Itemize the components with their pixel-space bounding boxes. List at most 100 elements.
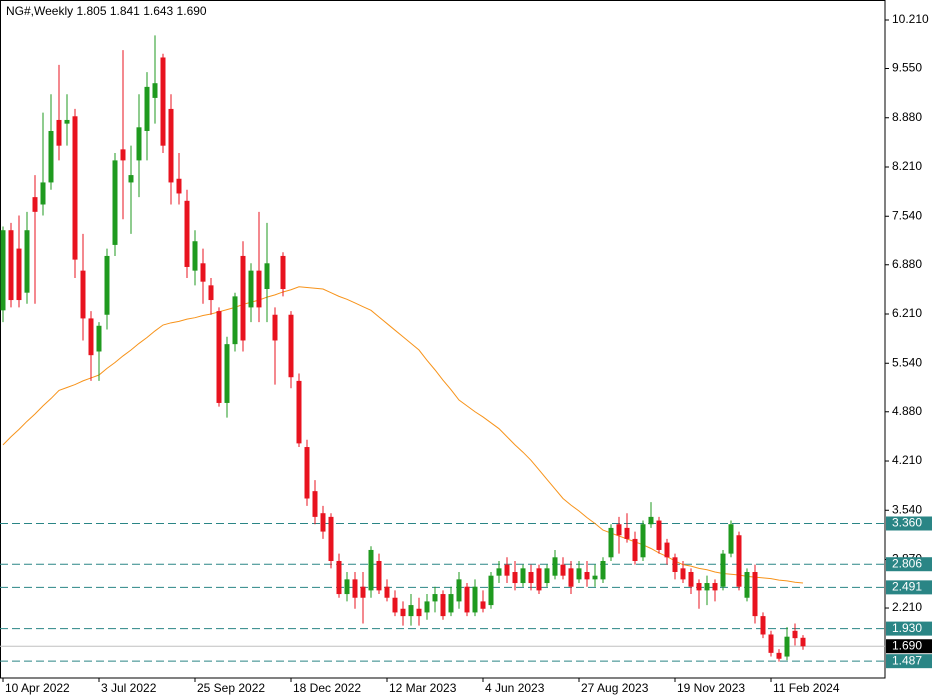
candle-body xyxy=(32,197,38,212)
candle-body xyxy=(72,116,78,260)
candle-body xyxy=(728,524,734,554)
x-tick-label: 4 Jun 2023 xyxy=(485,681,545,695)
candle-body xyxy=(304,447,310,499)
candle-body xyxy=(512,572,518,584)
candle-body xyxy=(344,579,350,595)
candle-body xyxy=(752,572,758,617)
moving-average xyxy=(2,286,804,584)
chart-title: NG#,Weekly 1.805 1.841 1.643 1.690 xyxy=(6,4,207,18)
candle-body xyxy=(176,178,182,194)
candle-body xyxy=(496,568,502,576)
candle-body xyxy=(424,601,430,613)
candle-body xyxy=(272,314,278,341)
y-tick-label: 6.210 xyxy=(892,306,922,320)
candle-body xyxy=(456,579,462,602)
candle-body xyxy=(776,652,782,659)
candle-body xyxy=(264,263,270,290)
candle-body xyxy=(40,182,46,205)
candle-body xyxy=(184,200,190,267)
y-tick-label: 10.210 xyxy=(892,12,929,26)
candle-body xyxy=(0,230,6,311)
candle-body xyxy=(104,255,110,315)
candle-body xyxy=(88,318,94,356)
y-tick-label: 5.540 xyxy=(892,355,922,369)
candle-body xyxy=(480,601,486,609)
candle-body xyxy=(80,270,86,319)
candle-body xyxy=(296,380,302,444)
candle-body xyxy=(696,583,702,591)
level-label: 1.930 xyxy=(892,621,922,635)
candle-body xyxy=(408,605,414,617)
candle-body xyxy=(504,564,510,576)
level-label: 3.360 xyxy=(892,516,922,530)
candle-body xyxy=(312,491,318,517)
candle-body xyxy=(608,527,614,558)
y-tick-label: 4.210 xyxy=(892,453,922,467)
current-price-label: 1.690 xyxy=(892,638,922,652)
y-tick-label: 2.210 xyxy=(892,600,922,614)
candle-body xyxy=(552,557,558,576)
candle-body xyxy=(712,583,718,591)
candle-body xyxy=(200,263,206,282)
y-tick-label: 4.880 xyxy=(892,404,922,418)
candle-body xyxy=(680,568,686,580)
candle-body xyxy=(432,594,438,602)
candle-body xyxy=(96,325,102,352)
candle-body xyxy=(376,560,382,591)
candle-body xyxy=(648,516,654,525)
candle-body xyxy=(464,586,470,613)
y-tick-label: 7.540 xyxy=(892,208,922,222)
x-tick-label: 18 Dec 2022 xyxy=(293,681,361,695)
candle-body xyxy=(368,549,374,591)
candle-body xyxy=(584,572,590,580)
candle-body xyxy=(600,560,606,580)
candle-body xyxy=(672,557,678,573)
candle-body xyxy=(472,586,478,613)
y-tick-label: 6.880 xyxy=(892,257,922,271)
candle-body xyxy=(576,568,582,580)
current-price-box xyxy=(886,639,932,654)
candle-body xyxy=(152,83,158,98)
x-tick-label: 11 Feb 2024 xyxy=(773,681,840,695)
candle-body xyxy=(760,616,766,635)
candle-body xyxy=(112,160,118,245)
candle-body xyxy=(208,285,214,301)
candle-body xyxy=(520,568,526,584)
candle-body xyxy=(568,568,574,587)
y-tick-label: 3.540 xyxy=(892,502,922,516)
candle-body xyxy=(448,594,454,613)
candle-body xyxy=(256,270,262,308)
candle-body xyxy=(8,230,14,301)
candle-body xyxy=(536,568,542,591)
candle-body xyxy=(240,255,246,341)
candle-body xyxy=(632,538,638,561)
candle-body xyxy=(640,524,646,558)
candle-body xyxy=(544,568,550,584)
x-tick-label: 27 Aug 2023 xyxy=(581,681,649,695)
candle-body xyxy=(248,270,254,308)
candle-body xyxy=(192,241,198,271)
candle-body xyxy=(48,130,54,183)
candle-body xyxy=(56,119,62,146)
candle-body xyxy=(120,149,126,161)
candle-body xyxy=(288,314,294,378)
candle-body xyxy=(744,572,750,598)
candle-body xyxy=(416,608,422,617)
candle-body xyxy=(144,86,150,131)
candle-body xyxy=(160,57,166,146)
candle-body xyxy=(352,579,358,598)
candle-body xyxy=(616,524,622,536)
level-label: 2.491 xyxy=(892,580,922,594)
candle-body xyxy=(736,535,742,587)
candle-body xyxy=(656,520,662,550)
y-tick-label: 8.210 xyxy=(892,159,922,173)
level-label: 1.487 xyxy=(892,653,922,667)
candle-body xyxy=(16,248,22,301)
candle-body xyxy=(320,513,326,532)
x-tick-label: 12 Mar 2023 xyxy=(389,681,457,695)
y-tick-label: 8.880 xyxy=(892,110,922,124)
x-tick-label: 25 Sep 2022 xyxy=(197,681,265,695)
candle-body xyxy=(136,127,142,161)
candle-body xyxy=(704,583,710,591)
level-label-box xyxy=(886,654,932,669)
